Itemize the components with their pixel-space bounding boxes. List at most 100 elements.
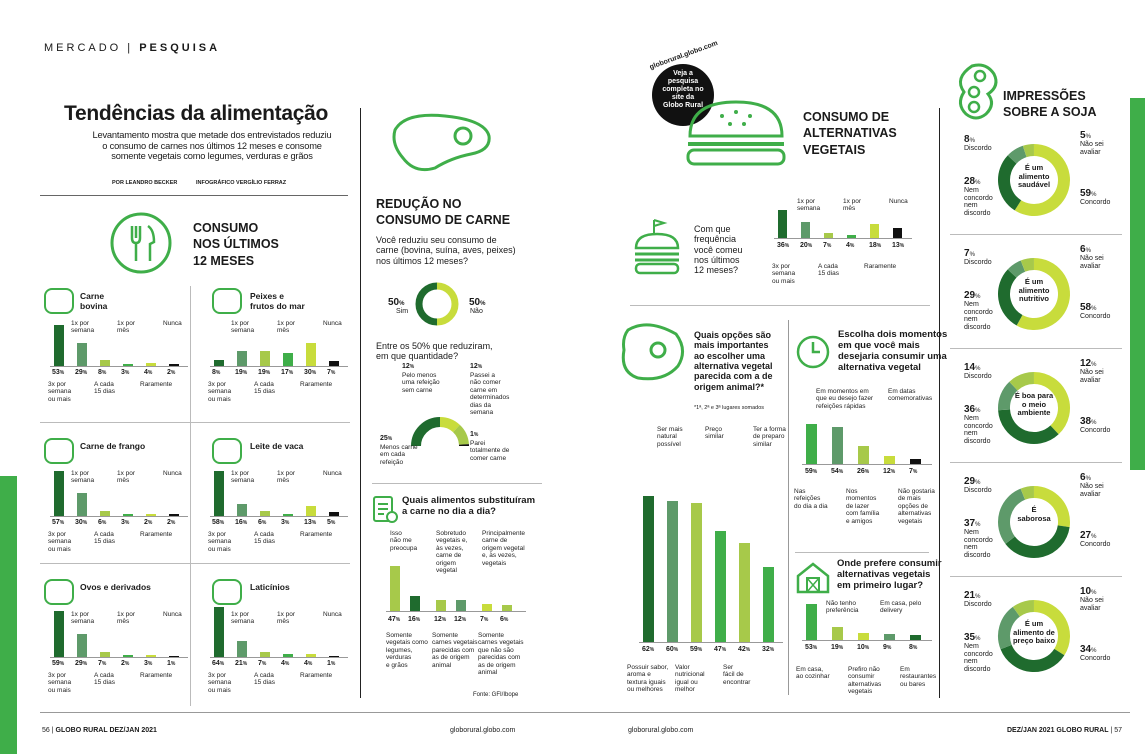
soja-label-nem: 29% Nem concordo nem discordo [964, 290, 993, 332]
bar-value: 29% [75, 660, 88, 667]
bar [667, 500, 678, 642]
bar-label-bottom: A cada 15 dias [254, 381, 275, 396]
bar-value: 19% [258, 369, 271, 376]
bar [884, 633, 895, 640]
soja-statement: É um alimento saudável [1017, 163, 1051, 190]
footer-left-url[interactable]: globorural.globo.com [450, 727, 516, 734]
bar [306, 342, 316, 366]
bar [77, 492, 87, 516]
bar-value: 5% [327, 519, 336, 526]
bar [858, 446, 869, 464]
chart-baseline [50, 516, 188, 517]
bar-label-top: Nunca [323, 470, 342, 477]
bar-label-bottom: 3x por semana ou mais [208, 381, 232, 403]
bar [643, 496, 654, 642]
bar-value: 8% [98, 369, 107, 376]
bar [482, 604, 492, 611]
consumo-chart-title: Carne de frango [80, 441, 146, 451]
bar-value: 1% [327, 660, 336, 667]
bar-value: 26% [857, 468, 870, 475]
soja-slice-concordo [1033, 600, 1070, 656]
bar-label-bottom: Raramente [140, 381, 173, 388]
bar-label-top: 1x por semana [231, 320, 255, 335]
soja-slice-discordo [1007, 260, 1026, 278]
soja-label-concordo: 27% Concordo [1080, 530, 1111, 548]
bar-value: 60% [666, 646, 679, 653]
bar [832, 427, 843, 464]
soja-statement: É um alimento nutritivo [1018, 277, 1050, 304]
bar-value: 2% [167, 369, 176, 376]
bar-label-top: Em casa, pelo delivery [880, 600, 922, 615]
bar-label-top: Nunca [163, 611, 182, 618]
bar-label-top: 1x por semana [231, 611, 255, 626]
bar-value: 19% [235, 369, 248, 376]
bar-value: 17% [281, 369, 294, 376]
promo-text: Veja a pesquisa completa no site da Glob… [662, 70, 704, 110]
soja-label-concordo: 58% Concordo [1080, 302, 1111, 320]
bar-value: 4% [304, 660, 313, 667]
soja-slice-discordo [998, 488, 1026, 544]
bar-label-bottom: Em casa, ao cozinhar [796, 666, 830, 681]
soybean-icon [958, 63, 998, 120]
bar-value: 53% [52, 369, 65, 376]
sim-label: Sim [396, 308, 409, 315]
bar-value: 3% [281, 519, 290, 526]
clock-icon [796, 335, 830, 369]
group-label-top: Principalmente carne de origem vegetal e… [482, 530, 525, 567]
consumo-chart-title: Carne bovina [80, 291, 108, 311]
bar-value: 7% [327, 369, 336, 376]
bar [169, 364, 179, 366]
bar [502, 605, 512, 611]
bar-label-bottom: Raramente [864, 263, 897, 270]
bar [329, 655, 339, 657]
soja-label-discordo: 29% Discordo [964, 476, 992, 494]
steak-medium-icon [621, 323, 684, 381]
bar [847, 234, 856, 238]
bar-label-top: 1x por mês [117, 320, 136, 335]
bar-value: 12% [454, 616, 467, 623]
bar-label-bottom: Valor nutricional igual ou melhor [675, 664, 705, 694]
bar-label-top: Nunca [889, 198, 908, 205]
soja-donut [998, 144, 1070, 216]
bar-label-top: Não tenho preferência [826, 600, 859, 615]
bar [329, 360, 339, 366]
bar-value: 7% [909, 468, 918, 475]
chart-baseline [50, 366, 188, 367]
bar [870, 224, 879, 238]
bar [214, 470, 224, 516]
bar-label-top: Em momentos em que eu desejo fazer refei… [816, 388, 874, 410]
steak-icon [44, 288, 74, 314]
group-label-top: Sobretudo vegetais e, às vezes, carne de… [436, 530, 468, 575]
soja-divider [950, 576, 1122, 577]
bar-value: 6% [98, 519, 107, 526]
soja-slice-naosei [1022, 144, 1035, 158]
bar-label-bottom: 3x por semana ou mais [208, 531, 232, 553]
section-header: MERCADO | PESQUISA [44, 42, 221, 54]
footer-right-url[interactable]: globorural.globo.com [628, 727, 694, 734]
bar [910, 459, 921, 464]
nao-value: 50 [469, 297, 481, 308]
bar-label-bottom: A cada 15 dias [254, 531, 275, 546]
bar-value: 13% [304, 519, 317, 526]
bar [54, 471, 64, 516]
bar-value: 6% [258, 519, 267, 526]
bar-label-top: 1x por mês [843, 198, 862, 213]
steak-large-icon [392, 113, 491, 172]
bar-value: 8% [909, 644, 918, 651]
soja-slice-nem [998, 269, 1023, 326]
gauge-label: Parei totalmente de comer carne [470, 440, 510, 462]
footer-left: 56 | GLOBO RURAL DEZ/JAN 2021 [42, 727, 157, 734]
reducao-q2: Entre os 50% que reduziram, em que quant… [376, 341, 493, 362]
bar-label-top: Nunca [323, 320, 342, 327]
gauge-value: 12% [402, 363, 415, 370]
bar-label-top: 1x por mês [277, 320, 296, 335]
soja-slice-discordo [998, 381, 1018, 411]
bar [739, 543, 750, 642]
soja-label-concordo: 59% Concordo [1080, 188, 1111, 206]
promo-badge[interactable] [652, 64, 714, 126]
gauge-value: 25% [380, 435, 393, 442]
chart-baseline [210, 366, 348, 367]
sim-value: 50 [388, 297, 400, 308]
bar [824, 232, 833, 238]
soja-statement: É boa para o meio ambiente [1014, 391, 1054, 418]
